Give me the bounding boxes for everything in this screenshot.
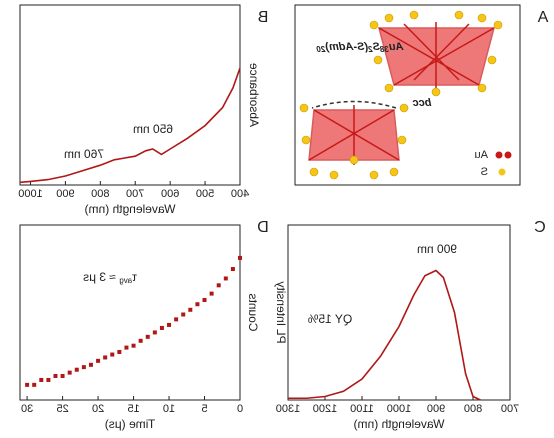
annotation-part: avg: [119, 276, 132, 285]
data-point: [53, 373, 58, 378]
x-axis-label: Wavelength (nm): [85, 202, 176, 216]
data-point: [60, 373, 65, 378]
panel-label: B: [258, 9, 269, 26]
x-tick-label: 800: [464, 403, 482, 415]
x-tick-label: 1100: [350, 403, 374, 415]
panel-label: D: [257, 219, 269, 236]
x-axis-label: Wavelength (nm): [354, 417, 445, 431]
cluster-top: [378, 22, 495, 88]
x-tick-label: 800: [91, 188, 109, 200]
annotation: QY 15%: [307, 312, 352, 326]
data-point: [167, 322, 172, 327]
legend-au: Au: [475, 149, 488, 161]
x-tick-label: 700: [501, 403, 519, 415]
x-tick-label: 1300: [276, 403, 300, 415]
data-point: [202, 298, 207, 303]
data-point: [216, 283, 221, 288]
annotation-part: ≈ 3 μs: [83, 270, 119, 284]
annotation-part: τ: [132, 270, 137, 284]
annotation: 760 nm: [64, 147, 104, 161]
x-tick-label: 10: [163, 403, 175, 415]
data-point: [223, 276, 228, 281]
x-tick-label: 30: [21, 403, 33, 415]
y-axis-label: Counts: [246, 293, 260, 331]
y-axis-label: PL Intensity: [274, 281, 288, 343]
mirrored-figure: A Au38S2(S-Adm)20 bcc Au S B Absorbance Wa…: [18, 4, 548, 431]
data-point: [25, 382, 30, 387]
x-tick-label: 400: [231, 188, 249, 200]
data-point: [209, 291, 214, 296]
x-tick-label: 1000: [387, 403, 411, 415]
axes-frame: [19, 4, 241, 186]
x-tick-label: 700: [126, 188, 144, 200]
data-point: [88, 362, 93, 367]
data-point: [138, 338, 143, 343]
data-point: [230, 267, 235, 272]
panel-a-frame: [294, 4, 521, 186]
x-tick-label: 1200: [313, 403, 337, 415]
x-tick-label: 900: [56, 188, 74, 200]
data-point: [152, 330, 157, 335]
x-axis-label: Time (μs): [105, 417, 155, 431]
legend-au-dot: [504, 151, 512, 159]
data-point: [32, 382, 37, 387]
x-tick-label: 15: [127, 403, 139, 415]
x-tick-label: 600: [161, 188, 179, 200]
panel-label: C: [534, 219, 546, 236]
data-point: [74, 367, 79, 372]
cluster-bottom: [308, 100, 400, 165]
data-point: [188, 307, 193, 312]
data-point: [81, 365, 86, 370]
x-tick-label: 0: [237, 403, 243, 415]
legend-au-dot: [495, 151, 503, 159]
data-point: [39, 377, 44, 382]
y-axis-label: Absorbance: [247, 63, 261, 127]
data-point: [67, 370, 72, 375]
data-point: [238, 255, 242, 260]
data-line: [19, 67, 241, 184]
data-point: [117, 349, 122, 354]
axes-frame: [19, 224, 241, 401]
data-point: [145, 334, 150, 339]
x-tick-label: 20: [92, 403, 104, 415]
data-point: [110, 352, 115, 357]
data-point: [174, 317, 179, 322]
legend-s: S: [481, 166, 488, 178]
data-line: [288, 269, 481, 401]
x-tick-label: 25: [56, 403, 68, 415]
annotation: 650 nm: [133, 122, 173, 136]
x-tick-label: 500: [196, 188, 214, 200]
structure-label: bcc: [413, 97, 432, 109]
panel-label: A: [537, 9, 548, 26]
data-point: [159, 325, 164, 330]
data-point: [131, 343, 136, 348]
annotation: τavg ≈ 3 μs: [83, 270, 137, 285]
data-point: [103, 355, 108, 360]
x-tick-label: 1000: [18, 188, 42, 200]
data-point: [124, 345, 129, 350]
data-point: [46, 377, 51, 382]
data-point: [195, 302, 200, 307]
data-point: [181, 312, 186, 317]
annotation: 900 nm: [417, 242, 457, 256]
x-tick-label: 900: [427, 403, 445, 415]
data-point: [96, 358, 101, 363]
sulfur-atoms: [299, 10, 503, 180]
x-tick-label: 5: [201, 403, 207, 415]
legend-s-dot: [498, 168, 506, 176]
formula: Au38S2(S-Adm)20: [316, 41, 405, 54]
